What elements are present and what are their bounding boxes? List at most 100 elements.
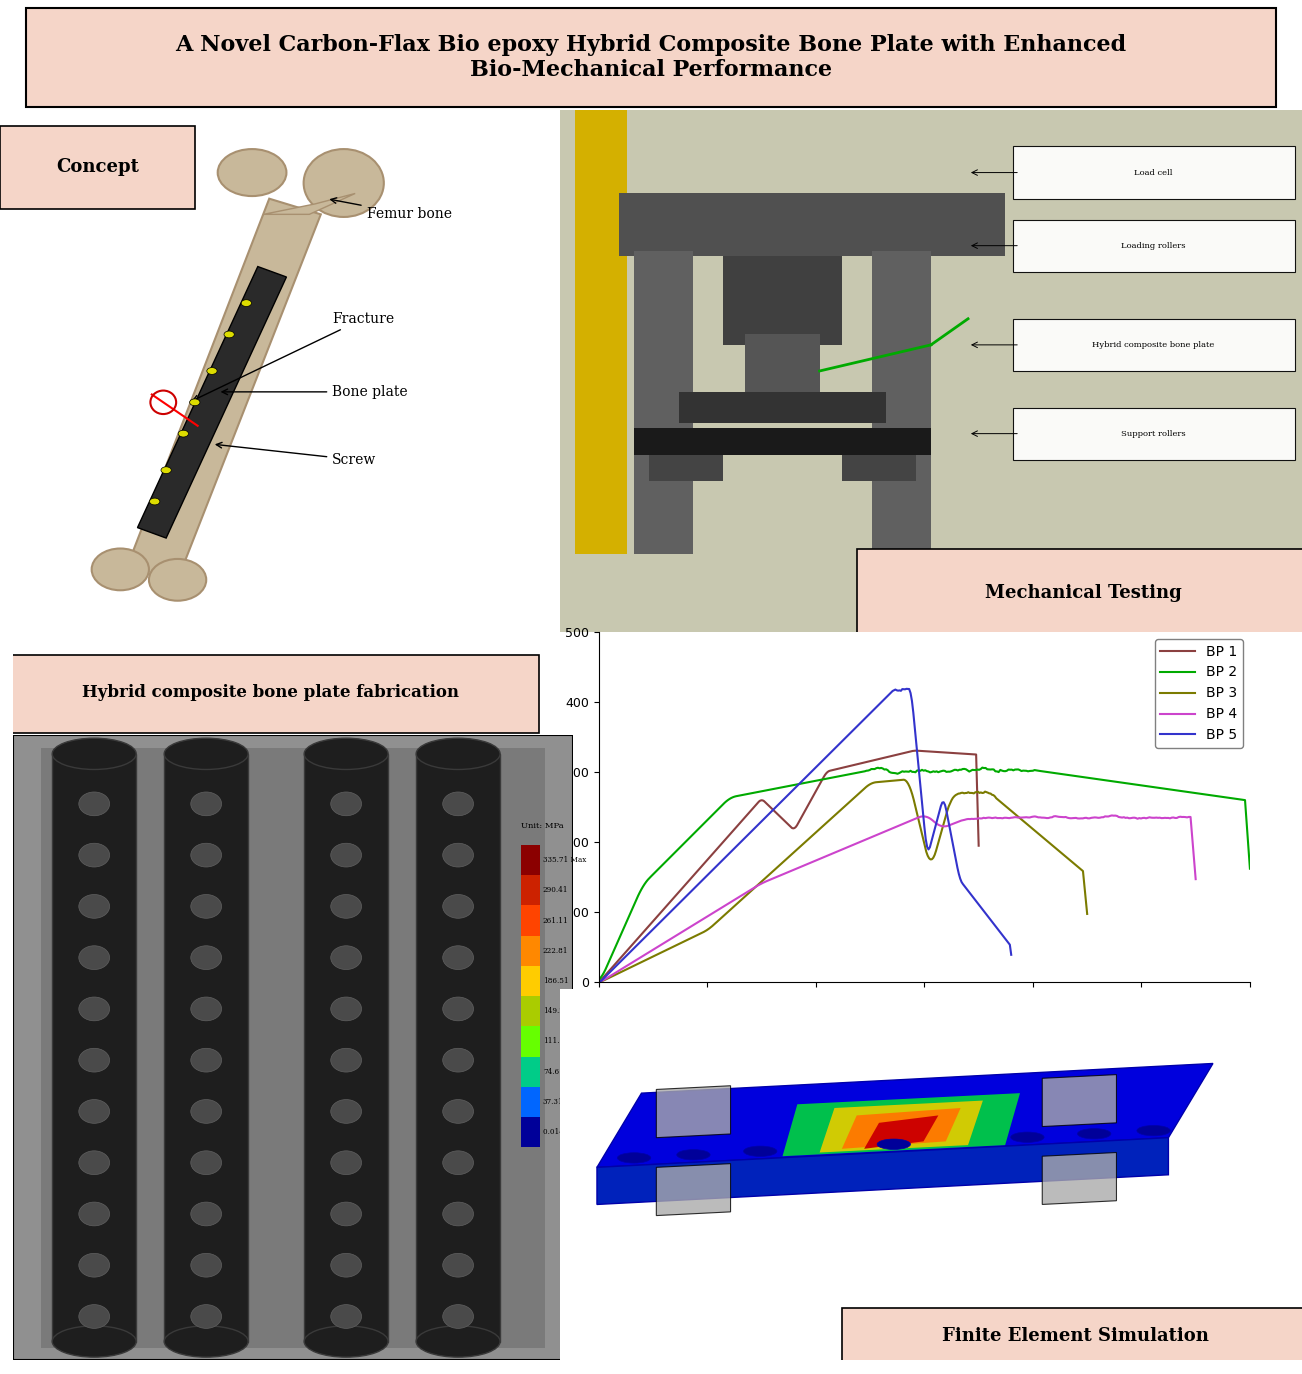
- Polygon shape: [656, 1164, 730, 1216]
- Bar: [648, 449, 723, 481]
- BP 3: [1079, 905, 1095, 922]
- Ellipse shape: [191, 1253, 221, 1276]
- Ellipse shape: [191, 894, 221, 918]
- Ellipse shape: [443, 1305, 474, 1329]
- Ellipse shape: [191, 945, 221, 970]
- X-axis label: Strain (%): Strain (%): [885, 1011, 963, 1025]
- Ellipse shape: [677, 1150, 710, 1160]
- BP 2: [849, 764, 865, 780]
- Ellipse shape: [1010, 1132, 1044, 1142]
- Ellipse shape: [79, 945, 109, 970]
- Text: Unit: MPa: Unit: MPa: [521, 822, 564, 830]
- BP 2: [1062, 767, 1078, 783]
- Bar: [745, 334, 820, 397]
- BP 4: [591, 973, 607, 989]
- Ellipse shape: [617, 1153, 651, 1162]
- Ellipse shape: [443, 844, 474, 867]
- BP 5: [966, 890, 982, 907]
- Ellipse shape: [91, 548, 148, 591]
- Y-axis label: Stress (MPa): Stress (MPa): [546, 757, 560, 857]
- Bar: [521, 905, 540, 936]
- FancyBboxPatch shape: [0, 125, 195, 209]
- BP 2: [1242, 860, 1258, 877]
- Ellipse shape: [443, 894, 474, 918]
- Ellipse shape: [79, 894, 109, 918]
- BP 5: [940, 809, 956, 826]
- Bar: [521, 1117, 540, 1147]
- Ellipse shape: [443, 1202, 474, 1226]
- FancyBboxPatch shape: [26, 8, 1276, 107]
- FancyBboxPatch shape: [842, 1308, 1302, 1364]
- Text: 149.21: 149.21: [543, 1007, 569, 1015]
- Polygon shape: [656, 1085, 730, 1138]
- Text: A Novel Carbon-Flax Bio epoxy Hybrid Composite Bone Plate with Enhanced
Bio-Mech: A Novel Carbon-Flax Bio epoxy Hybrid Com…: [176, 34, 1126, 81]
- FancyBboxPatch shape: [1013, 408, 1294, 460]
- Legend: BP 1, BP 2, BP 3, BP 4, BP 5: BP 1, BP 2, BP 3, BP 4, BP 5: [1155, 639, 1243, 747]
- Polygon shape: [865, 1116, 939, 1149]
- BP 3: [896, 771, 911, 787]
- Ellipse shape: [191, 1202, 221, 1226]
- Ellipse shape: [331, 1048, 362, 1072]
- Bar: [634, 251, 694, 554]
- Text: 111.91: 111.91: [543, 1037, 569, 1046]
- BP 1: [909, 742, 924, 758]
- Polygon shape: [126, 199, 320, 580]
- BP 3: [1074, 861, 1090, 878]
- BP 3: [852, 785, 867, 801]
- BP 1: [971, 838, 987, 855]
- Bar: [723, 256, 842, 345]
- Ellipse shape: [178, 430, 189, 437]
- FancyBboxPatch shape: [1013, 319, 1294, 371]
- Bar: [305, 754, 388, 1341]
- BP 1: [913, 743, 928, 760]
- Ellipse shape: [443, 1048, 474, 1072]
- BP 1: [818, 767, 833, 783]
- Ellipse shape: [190, 398, 201, 405]
- BP 2: [1066, 768, 1082, 785]
- Ellipse shape: [303, 148, 384, 217]
- BP 5: [898, 680, 914, 697]
- Bar: [164, 754, 249, 1341]
- Text: Hybrid composite bone plate: Hybrid composite bone plate: [1092, 341, 1215, 349]
- Text: Concept: Concept: [56, 158, 139, 176]
- Ellipse shape: [52, 1326, 137, 1358]
- Ellipse shape: [443, 998, 474, 1021]
- Bar: [521, 845, 540, 875]
- Bar: [521, 875, 540, 905]
- BP 2: [591, 971, 607, 988]
- BP 4: [1164, 809, 1180, 826]
- Text: 261.11: 261.11: [543, 916, 569, 925]
- Text: Hybrid composite bone plate fabrication: Hybrid composite bone plate fabrication: [82, 684, 460, 701]
- BP 3: [879, 774, 894, 790]
- Ellipse shape: [191, 1048, 221, 1072]
- Text: Load cell: Load cell: [1134, 169, 1173, 177]
- Polygon shape: [596, 1063, 1213, 1168]
- BP 1: [591, 973, 607, 989]
- Ellipse shape: [331, 791, 362, 816]
- BP 4: [750, 877, 766, 893]
- BP 1: [824, 763, 840, 779]
- Ellipse shape: [52, 738, 137, 769]
- Ellipse shape: [191, 998, 221, 1021]
- Polygon shape: [1042, 1153, 1117, 1205]
- BP 4: [1181, 809, 1197, 826]
- BP 3: [721, 903, 737, 919]
- Ellipse shape: [191, 1151, 221, 1175]
- Ellipse shape: [79, 1151, 109, 1175]
- Bar: [620, 194, 1005, 256]
- Ellipse shape: [443, 791, 474, 816]
- Text: 37.314: 37.314: [543, 1098, 568, 1106]
- Line: BP 5: BP 5: [599, 688, 1012, 982]
- Polygon shape: [820, 1101, 983, 1153]
- Ellipse shape: [1137, 1125, 1170, 1136]
- Bar: [521, 1026, 540, 1057]
- Ellipse shape: [148, 559, 206, 600]
- BP 3: [1060, 851, 1075, 867]
- Bar: [678, 392, 887, 423]
- Bar: [842, 449, 917, 481]
- Ellipse shape: [443, 945, 474, 970]
- BP 4: [944, 816, 960, 833]
- Ellipse shape: [331, 844, 362, 867]
- Text: 74.613: 74.613: [543, 1068, 568, 1076]
- Ellipse shape: [331, 998, 362, 1021]
